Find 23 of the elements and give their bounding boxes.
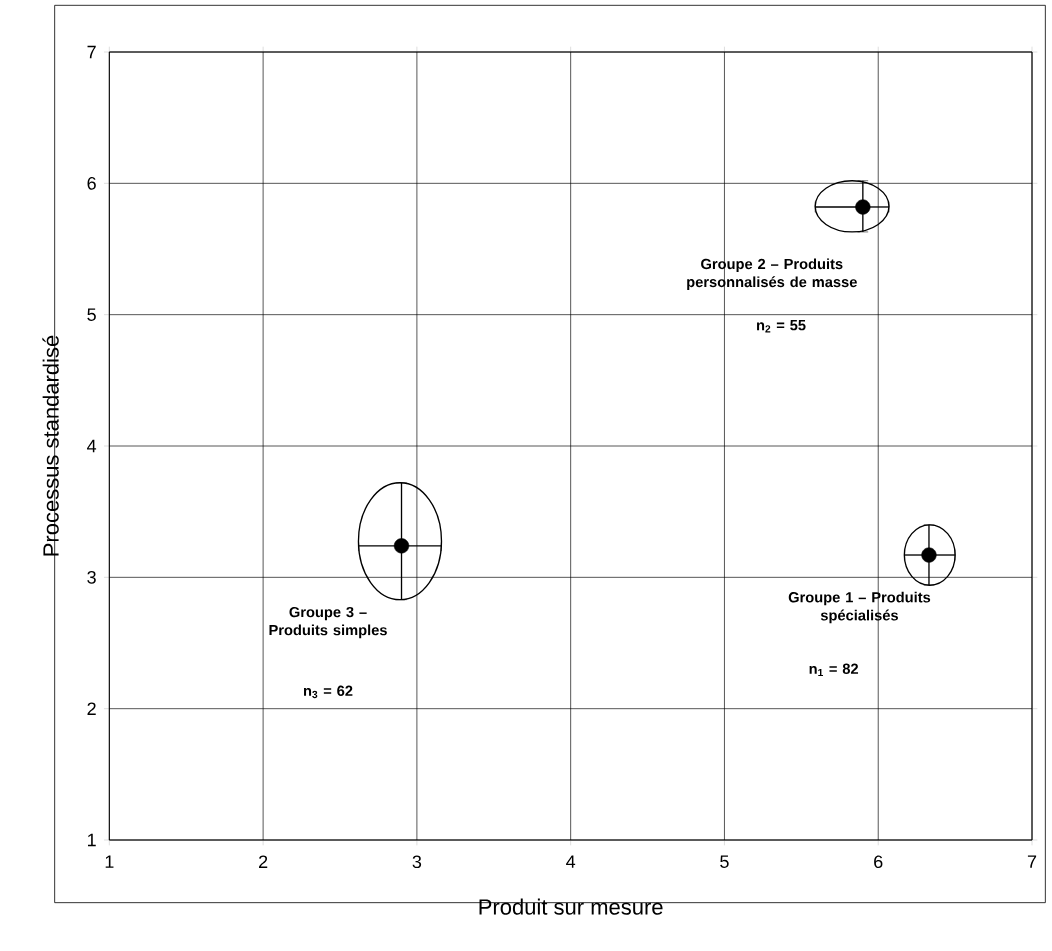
- annotation: n$_{2}$ = 55: [757, 320, 806, 333]
- x-axis-title: Produit sur mesure: [479, 898, 663, 915]
- annotation: n$_{1}$ = 82: [809, 663, 859, 677]
- x-tick-label: 6: [874, 855, 883, 869]
- y-tick-label: 3: [87, 571, 96, 584]
- annotation: Groupe 1 – Produits spécialisés: [788, 591, 931, 624]
- x-tick-label: 2: [259, 855, 268, 869]
- x-tick-label: 1: [105, 855, 114, 868]
- x-tick-label: 4: [566, 855, 576, 868]
- y-tick-label: 5: [87, 308, 96, 322]
- y-tick-label: 7: [87, 45, 96, 59]
- x-tick-label: 5: [720, 855, 729, 869]
- point: [393, 538, 410, 554]
- point: [855, 199, 871, 215]
- annotation: n$_{3}$ = 62: [303, 685, 353, 699]
- y-tick-label: 6: [87, 177, 96, 190]
- x-tick-label: 3: [412, 855, 422, 869]
- x-tick-label: 7: [1027, 855, 1037, 868]
- y-tick-label: 2: [87, 702, 96, 716]
- y-tick-label: 4: [87, 439, 97, 453]
- annotation: Groupe 3 – Produits simples: [269, 607, 387, 639]
- y-axis-title: Processus standardisé: [42, 335, 59, 556]
- y-tick-label: 1: [87, 833, 96, 847]
